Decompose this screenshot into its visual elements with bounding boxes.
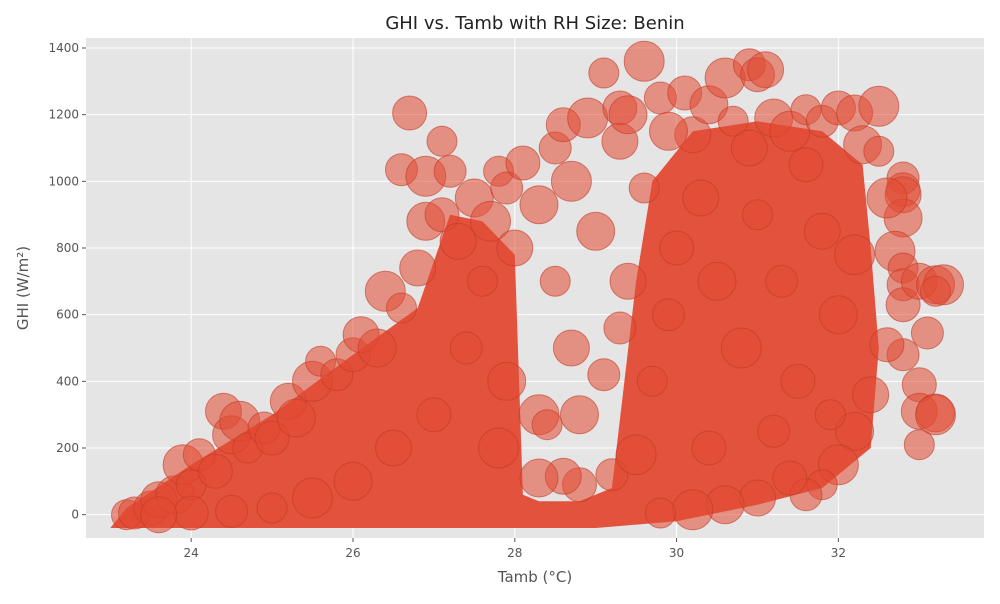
scatter-point xyxy=(478,427,520,469)
scatter-point xyxy=(587,358,621,392)
scatter-point xyxy=(903,429,935,461)
scatter-point xyxy=(834,234,876,276)
scatter-point xyxy=(576,211,616,251)
y-tick-label: 200 xyxy=(56,441,79,455)
scatter-point xyxy=(276,398,316,438)
scatter-point xyxy=(609,262,647,300)
scatter-point xyxy=(915,394,956,436)
x-tick-label: 26 xyxy=(345,546,360,560)
scatter-point xyxy=(531,409,563,441)
scatter-point xyxy=(730,129,768,167)
scatter-point xyxy=(603,311,637,345)
scatter-point xyxy=(470,200,511,242)
y-tick-label: 400 xyxy=(56,374,79,388)
x-tick-label: 32 xyxy=(831,546,846,560)
scatter-point xyxy=(697,261,737,301)
scatter-point xyxy=(588,57,620,89)
scatter-point xyxy=(866,177,908,219)
y-tick-label: 600 xyxy=(56,308,79,322)
scatter-point xyxy=(869,327,905,363)
y-tick-label: 1400 xyxy=(48,41,79,55)
scatter-point xyxy=(487,361,527,401)
scatter-point xyxy=(449,331,483,365)
scatter-point xyxy=(505,145,541,181)
x-tick-label: 24 xyxy=(184,546,199,560)
scatter-point xyxy=(652,298,685,332)
y-tick-label: 1000 xyxy=(48,174,79,188)
scatter-point xyxy=(814,399,846,431)
scatter-point xyxy=(392,95,428,131)
y-tick-label: 1200 xyxy=(48,108,79,122)
x-axis-label: Tamb (°C) xyxy=(497,568,572,586)
scatter-point xyxy=(742,199,773,231)
scatter-point xyxy=(682,179,720,217)
scatter-point xyxy=(357,328,397,368)
scatter-point xyxy=(140,496,178,534)
scatter-point xyxy=(818,295,858,335)
scatter-point xyxy=(333,461,373,501)
scatter-point xyxy=(747,51,785,89)
scatter-point xyxy=(765,264,799,298)
scatter-point xyxy=(659,230,695,266)
chart-title: GHI vs. Tamb with RH Size: Benin xyxy=(385,13,684,34)
scatter-point xyxy=(399,249,437,287)
scatter-point xyxy=(691,430,727,466)
scatter-point xyxy=(292,477,333,519)
scatter-point xyxy=(550,160,592,202)
y-axis-label: GHI (W/m²) xyxy=(14,246,32,330)
scatter-point xyxy=(552,329,590,367)
scatter-point xyxy=(863,135,895,167)
scatter-point xyxy=(757,414,791,448)
scatter-point xyxy=(623,40,665,82)
x-tick-label: 28 xyxy=(507,546,522,560)
scatter-point xyxy=(772,460,808,496)
scatter-point xyxy=(780,363,816,399)
scatter-point xyxy=(439,222,477,260)
scatter-point xyxy=(628,172,660,204)
scatter-point xyxy=(910,316,944,350)
scatter-point xyxy=(386,292,417,324)
scatter-point xyxy=(197,453,233,489)
scatter-point xyxy=(720,327,762,369)
scatter-point xyxy=(803,212,841,250)
scatter-point xyxy=(649,111,688,151)
scatter-point xyxy=(519,185,559,225)
x-tick-label: 30 xyxy=(669,546,684,560)
scatter-point xyxy=(215,494,249,528)
scatter-point xyxy=(567,97,609,139)
scatter-point xyxy=(608,95,648,135)
y-axis-ticks: 0 200 400 600 800 1000 1200 1400 xyxy=(48,41,86,522)
scatter-point xyxy=(852,376,890,414)
scatter-point xyxy=(466,265,498,297)
scatter-point xyxy=(560,395,599,435)
y-tick-label: 800 xyxy=(56,241,79,255)
scatter-point xyxy=(416,397,452,433)
scatter-point xyxy=(835,411,875,451)
scatter-point xyxy=(739,479,776,517)
scatter-point xyxy=(717,105,749,137)
scatter-point xyxy=(858,85,900,127)
scatter-point xyxy=(519,458,559,498)
scatter-point xyxy=(426,125,458,157)
scatter-point xyxy=(539,265,571,297)
scatter-point xyxy=(615,434,657,476)
x-axis-ticks: 24 26 28 30 32 xyxy=(184,538,846,560)
scatter-point xyxy=(424,197,460,233)
scatter-point xyxy=(920,275,951,307)
y-tick-label: 0 xyxy=(71,508,79,522)
scatter-point xyxy=(173,495,209,531)
scatter-point xyxy=(256,492,288,524)
scatter-point xyxy=(490,171,524,205)
scatter-point xyxy=(644,497,676,529)
scatter-point xyxy=(374,429,412,467)
scatter-point xyxy=(496,229,534,267)
scatter-point xyxy=(672,489,714,531)
scatter-point xyxy=(636,365,668,397)
scatter-point xyxy=(788,147,824,183)
scatter-points xyxy=(111,40,964,534)
scatter-point xyxy=(433,154,467,188)
